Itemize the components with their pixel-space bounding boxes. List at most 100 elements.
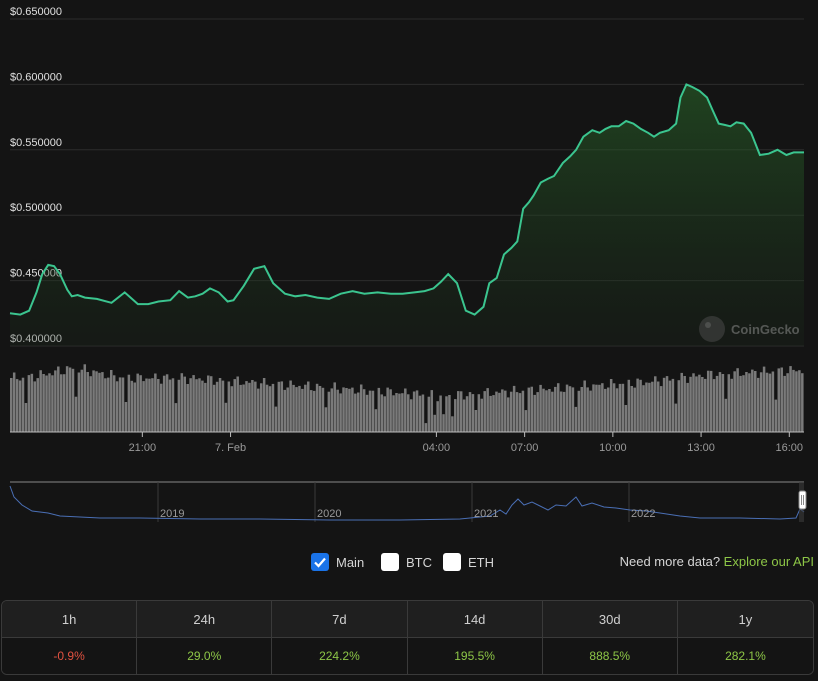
- volume-bar: [183, 376, 186, 432]
- volume-bar: [765, 372, 769, 432]
- volume-bar: [671, 378, 675, 432]
- volume-bar: [374, 409, 378, 432]
- volume-bar: [74, 396, 78, 432]
- volume-bar: [501, 389, 504, 432]
- volume-bar: [595, 384, 598, 432]
- volume-bar: [577, 390, 581, 432]
- volume-bar: [186, 384, 189, 432]
- volume-bar: [421, 394, 425, 432]
- volume-bar: [592, 384, 595, 432]
- volume-bar: [354, 393, 357, 432]
- volume-bar: [695, 376, 698, 432]
- volume-bar: [59, 374, 63, 432]
- volume-bar: [251, 380, 254, 432]
- volume-bar: [280, 381, 284, 432]
- volume-bar: [368, 390, 372, 432]
- volume-bar: [389, 389, 392, 432]
- volume-bar: [242, 384, 245, 432]
- volume-bar: [21, 377, 25, 432]
- volume-bar: [236, 376, 239, 432]
- volume-bar: [248, 382, 251, 432]
- stat-change-value: 888.5%: [542, 638, 677, 674]
- main-checkbox[interactable]: [311, 553, 329, 571]
- volume-bar: [33, 381, 37, 432]
- volume-bar: [662, 377, 666, 432]
- y-tick-label: $0.500000: [10, 202, 62, 214]
- volume-bar: [145, 378, 148, 432]
- volume-bar: [736, 368, 739, 432]
- volume-bar: [27, 375, 31, 432]
- y-tick-label: $0.650000: [10, 6, 62, 18]
- volume-bar: [215, 381, 219, 432]
- volume-bar: [480, 398, 484, 432]
- volume-bar: [795, 371, 798, 432]
- stat-period-label: 1h: [2, 601, 137, 638]
- volume-bar: [201, 380, 204, 432]
- eth-toggle[interactable]: ETH: [443, 552, 494, 572]
- volume-bar: [127, 374, 131, 432]
- stat-column: 1y 282.1%: [677, 601, 813, 674]
- volume-bar: [271, 383, 275, 432]
- volume-bar: [133, 382, 137, 432]
- eth-checkbox[interactable]: [443, 553, 461, 571]
- volume-bar: [277, 381, 281, 432]
- volume-bar: [715, 375, 719, 432]
- volume-bar: [304, 384, 307, 432]
- volume-bar: [92, 370, 95, 432]
- main-toggle[interactable]: Main: [311, 552, 364, 572]
- volume-bar: [362, 389, 366, 432]
- volume-bar: [165, 374, 169, 432]
- volume-bar: [159, 383, 163, 432]
- volume-bar: [168, 379, 172, 432]
- volume-bar: [777, 368, 781, 432]
- checkmark-icon: [314, 557, 326, 568]
- volume-bar: [798, 370, 801, 432]
- volume-bar: [789, 366, 792, 432]
- navigator[interactable]: 2019 2020 2021 2022: [9, 481, 807, 522]
- volume-bar: [545, 390, 548, 432]
- volume-bar: [674, 403, 678, 432]
- volume-bar: [559, 391, 563, 432]
- stat-column: 7d 224.2%: [272, 601, 408, 674]
- volume-bar: [745, 372, 748, 432]
- volume-bar: [57, 366, 60, 432]
- stat-column: 1h -0.9%: [2, 601, 138, 674]
- volume-bar: [139, 375, 142, 432]
- volume-bar: [224, 402, 228, 432]
- volume-bar: [489, 395, 492, 432]
- volume-bar: [54, 370, 57, 432]
- volume-bar: [12, 372, 16, 432]
- volume-bar: [427, 396, 431, 432]
- volume-bar: [286, 387, 289, 432]
- btc-checkbox[interactable]: [381, 553, 399, 571]
- x-tick-label: 13:00: [687, 442, 715, 454]
- volume-bars: [10, 364, 804, 432]
- volume-bar: [209, 376, 213, 432]
- volume-bar: [124, 402, 128, 432]
- stat-column: 24h 29.0%: [137, 601, 273, 674]
- btc-toggle[interactable]: BTC: [381, 552, 432, 572]
- stat-column: 30d 888.5%: [542, 601, 678, 674]
- volume-bar: [648, 382, 651, 432]
- volume-bar: [357, 392, 360, 432]
- volume-bar: [68, 367, 72, 432]
- volume-bar: [654, 376, 657, 432]
- price-chart[interactable]: $0.650000$0.600000$0.550000$0.500000$0.4…: [0, 0, 818, 540]
- volume-bar: [315, 383, 319, 432]
- volume-bar: [157, 379, 160, 432]
- navigator-handle[interactable]: [798, 490, 807, 510]
- x-tick-label: 07:00: [511, 442, 539, 454]
- volume-bar: [701, 377, 704, 432]
- explore-api-link[interactable]: Explore our API: [723, 554, 814, 569]
- volume-bar: [18, 380, 22, 432]
- volume-bar: [633, 387, 636, 432]
- volume-bar: [130, 380, 134, 432]
- volume-bar: [780, 367, 783, 432]
- volume-bar: [321, 387, 325, 432]
- stat-change-value: -0.9%: [2, 638, 137, 674]
- volume-bar: [612, 383, 616, 432]
- navigator-year-label: 2022: [631, 508, 655, 520]
- volume-bar: [565, 384, 569, 432]
- volume-bar: [580, 387, 583, 432]
- volume-bar: [533, 394, 536, 432]
